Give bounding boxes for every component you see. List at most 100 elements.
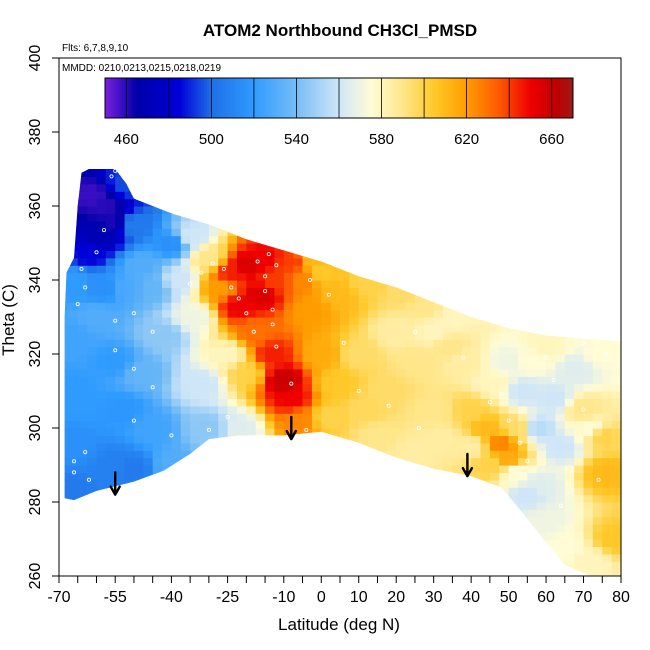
heatmap-cell [311, 302, 322, 311]
heatmap-cell [87, 169, 98, 170]
heatmap-cell [274, 176, 285, 185]
heatmap-cell [152, 376, 163, 385]
sample-point [251, 329, 256, 334]
heatmap-cell [433, 502, 444, 510]
heatmap-cell [555, 169, 566, 170]
heatmap-cell [208, 339, 219, 348]
heatmap-cell [64, 553, 69, 562]
heatmap-cell [405, 169, 416, 170]
heatmap-cell [321, 553, 332, 562]
heatmap-cell [255, 346, 266, 355]
heatmap-cell [105, 287, 116, 296]
sample-point [326, 292, 331, 297]
sample-point [559, 503, 564, 508]
heatmap-cell [377, 413, 388, 422]
heatmap-cell [368, 361, 379, 370]
heatmap-cell [424, 191, 435, 200]
heatmap-cell [358, 457, 369, 466]
heatmap-cell [527, 183, 538, 192]
heatmap-cell [190, 361, 201, 370]
heatmap-cell [105, 235, 116, 244]
heatmap-cell [330, 280, 341, 288]
heatmap-cell [480, 435, 491, 444]
heatmap-cell [143, 405, 154, 414]
heatmap-cell [180, 428, 191, 436]
colorbar-swatch [232, 78, 236, 118]
heatmap-cell [283, 465, 294, 473]
heatmap-cell [321, 531, 332, 540]
heatmap-cell [68, 546, 79, 555]
heatmap-cell [536, 546, 547, 555]
heatmap-cell [218, 391, 229, 399]
heatmap-cell [162, 302, 172, 311]
heatmap-cell [583, 309, 594, 318]
heatmap-cell [499, 405, 510, 414]
heatmap-cell [180, 265, 191, 274]
heatmap-cell [583, 428, 594, 436]
heatmap-cell [199, 250, 210, 259]
heatmap-cell [499, 479, 510, 488]
heatmap-cell [536, 287, 547, 296]
heatmap-cell [190, 420, 201, 429]
heatmap-cell [546, 539, 557, 547]
heatmap-cell [489, 546, 500, 555]
heatmap-cell [227, 487, 238, 496]
heatmap-cell [180, 169, 191, 177]
heatmap-cell [443, 376, 453, 385]
heatmap-cell [499, 257, 510, 266]
heatmap-cell [368, 243, 379, 251]
heatmap-cell [527, 331, 538, 340]
heatmap-cell [340, 524, 350, 533]
heatmap-cell [255, 169, 266, 177]
heatmap-cell [190, 354, 201, 362]
heatmap-cell [611, 539, 622, 547]
heatmap-cell [246, 169, 257, 170]
heatmap-cell [283, 539, 294, 547]
heatmap-cell [133, 494, 144, 503]
heatmap-cell [480, 206, 491, 214]
colorbar-swatch [131, 78, 134, 118]
heatmap-cell [471, 228, 482, 237]
heatmap-cell [321, 324, 332, 333]
heatmap-cell [255, 228, 266, 237]
heatmap-cell [443, 272, 453, 281]
heatmap-cell [452, 368, 463, 377]
heatmap-cell [602, 472, 613, 481]
heatmap-cell [574, 220, 585, 229]
heatmap-cell [171, 317, 182, 325]
heatmap-cell [424, 450, 435, 459]
heatmap-cell [349, 516, 360, 525]
heatmap-cell [527, 317, 538, 325]
colorbar-swatch [276, 78, 280, 118]
heatmap-cell [433, 546, 444, 555]
heatmap-cell [115, 272, 126, 281]
heatmap-cell [302, 250, 313, 259]
heatmap-cell [124, 220, 135, 229]
heatmap-cell [105, 354, 116, 362]
heatmap-cell [340, 183, 350, 192]
heatmap-cell [190, 191, 201, 200]
heatmap-cell [536, 405, 547, 414]
heatmap-cell [489, 479, 500, 488]
heatmap-cell [96, 398, 107, 407]
heatmap-cell [461, 428, 472, 436]
heatmap-cell [527, 250, 538, 259]
heatmap-cell [143, 272, 154, 281]
heatmap-cell [508, 294, 519, 303]
heatmap-cell [152, 509, 163, 518]
heatmap-cell [518, 546, 528, 555]
heatmap-cell [461, 405, 472, 414]
heatmap-cell [87, 524, 98, 533]
heatmap-cell [377, 442, 388, 451]
heatmap-cell [424, 294, 435, 303]
heatmap-cell [443, 294, 453, 303]
heatmap-cell [218, 494, 229, 503]
heatmap-cell [536, 265, 547, 274]
heatmap-cell [321, 169, 332, 177]
heatmap-cell [246, 494, 257, 503]
heatmap-cell [143, 339, 154, 348]
heatmap-cell [87, 169, 98, 177]
heatmap-cell [536, 450, 547, 459]
heatmap-cell [527, 494, 538, 503]
heatmap-cell [265, 354, 276, 362]
